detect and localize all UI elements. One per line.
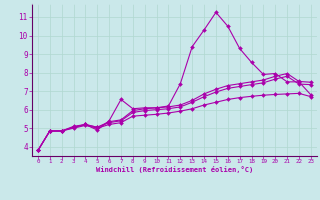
X-axis label: Windchill (Refroidissement éolien,°C): Windchill (Refroidissement éolien,°C): [96, 166, 253, 173]
